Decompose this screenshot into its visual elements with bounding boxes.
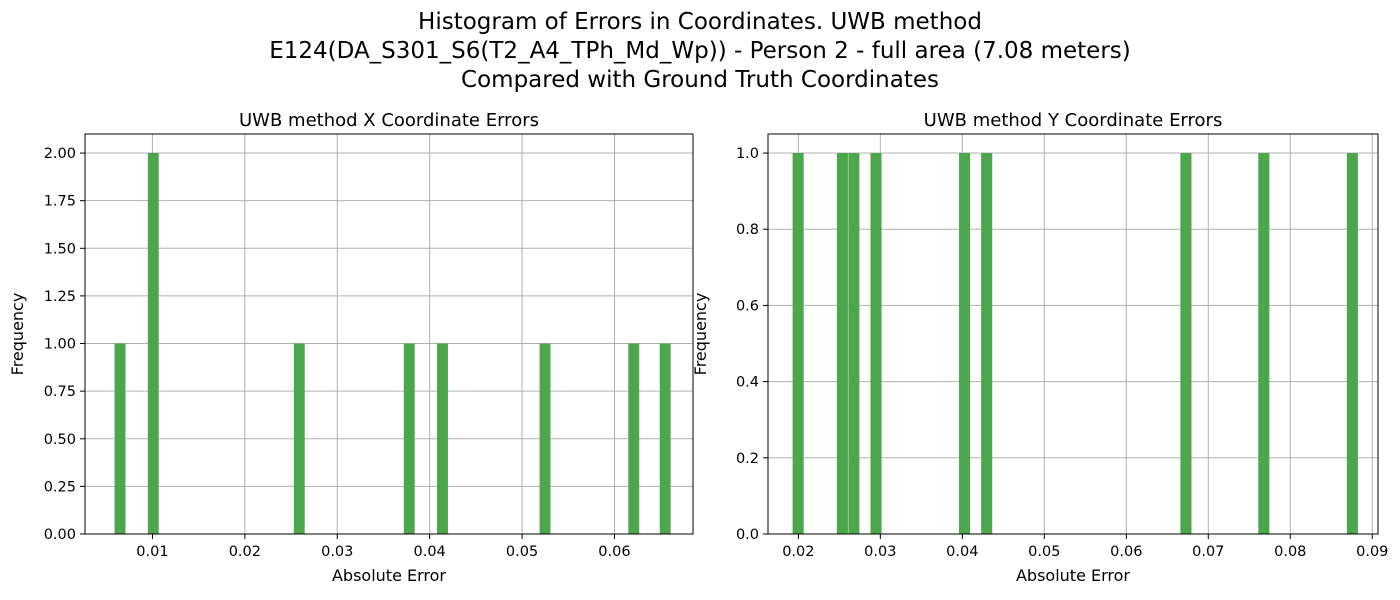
y-tick-label: 2.00 xyxy=(44,146,76,162)
y-tick-label: 1.0 xyxy=(736,146,759,162)
x-tick-label: 0.03 xyxy=(864,544,896,560)
axes-frame xyxy=(84,133,694,535)
figure-title-line-2: E124(DA_S301_S6(T2_A4_TPh_Md_Wp)) - Pers… xyxy=(269,38,1131,64)
x-tick-label: 0.09 xyxy=(1356,544,1388,560)
x-tick-label: 0.05 xyxy=(1028,544,1060,560)
histogram-bar xyxy=(539,343,551,534)
histogram-bar xyxy=(293,343,305,534)
y-tick-label: 0.75 xyxy=(44,384,76,400)
figure-title-line-3: Compared with Ground Truth Coordinates xyxy=(461,67,939,93)
x-tick-label: 0.02 xyxy=(229,544,261,560)
histogram-bar xyxy=(959,153,971,535)
x-tick-label: 0.02 xyxy=(782,544,814,560)
histogram-bar xyxy=(792,153,804,535)
histogram-bar xyxy=(628,343,640,534)
histogram-bar xyxy=(403,343,415,534)
histogram-bar xyxy=(1346,153,1358,535)
y-tick-label: 0.50 xyxy=(44,432,76,448)
figure-title: Histogram of Errors in Coordinates. UWB … xyxy=(0,8,1400,95)
histogram-bar xyxy=(1180,153,1192,535)
y-axis-label: Frequency xyxy=(8,293,27,376)
histogram-bar xyxy=(114,343,126,534)
y-tick-label: 0.25 xyxy=(44,479,76,495)
histogram-bar xyxy=(659,343,671,534)
histogram-bar xyxy=(1258,153,1270,535)
panel-title: UWB method X Coordinate Errors xyxy=(239,110,539,131)
x-tick-label: 0.04 xyxy=(414,544,446,560)
x-tick-label: 0.06 xyxy=(1110,544,1142,560)
histogram-bar xyxy=(147,153,159,535)
x-axis-label: Absolute Error xyxy=(332,566,446,585)
y-tick-label: 1.50 xyxy=(44,241,76,257)
y-tick-label: 1.25 xyxy=(44,289,76,305)
y-tick-label: 1.75 xyxy=(44,194,76,210)
histogram-panel-2: 0.02 0.03 0.04 0.05 0.06 0.07 0.08 0.09 0.0 0.2 0.… xyxy=(691,110,1388,585)
histogram-bar xyxy=(437,343,448,534)
axes-frame xyxy=(767,133,1379,535)
y-tick-label: 0.00 xyxy=(44,527,76,543)
x-tick-label: 0.01 xyxy=(136,544,168,560)
y-axis-label: Frequency xyxy=(691,293,710,376)
x-axis-label: Absolute Error xyxy=(1016,566,1130,585)
x-tick-label: 0.05 xyxy=(506,544,538,560)
y-tick-label: 0.8 xyxy=(736,222,759,238)
histogram-bar xyxy=(981,153,993,535)
x-tick-label: 0.08 xyxy=(1274,544,1306,560)
figure-title-line-1: Histogram of Errors in Coordinates. UWB … xyxy=(418,9,982,35)
x-tick-label: 0.03 xyxy=(321,544,353,560)
y-tick-label: 1.00 xyxy=(44,337,76,353)
histogram-bar xyxy=(870,153,882,535)
y-tick-label: 0.4 xyxy=(736,375,759,391)
panel-title: UWB method Y Coordinate Errors xyxy=(924,110,1223,131)
histogram-bar xyxy=(836,153,848,535)
y-tick-label: 0.0 xyxy=(736,527,759,543)
histogram-panel-1: 0.01 0.02 0.03 0.04 0.05 0.06 0.00 0.25 0.50 0.75… xyxy=(8,110,694,585)
y-tick-label: 0.6 xyxy=(736,298,759,314)
x-tick-label: 0.04 xyxy=(946,544,978,560)
x-tick-label: 0.07 xyxy=(1192,544,1224,560)
histogram-bar xyxy=(848,153,860,535)
x-tick-label: 0.06 xyxy=(598,544,630,560)
y-tick-label: 0.2 xyxy=(736,451,759,467)
